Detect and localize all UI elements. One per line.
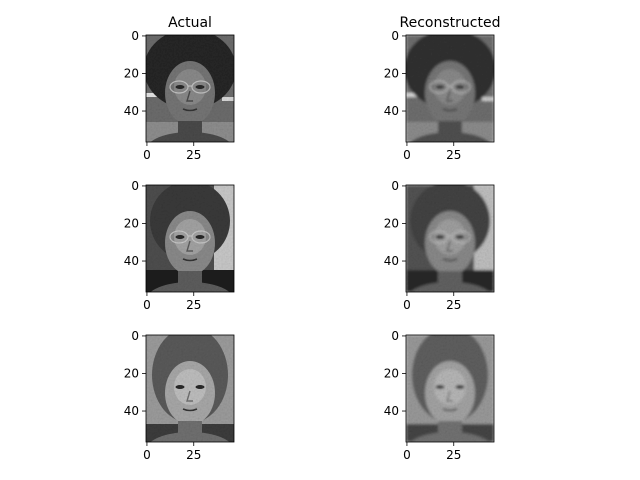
- face-image-face-1-actual: [146, 35, 234, 142]
- panel-face-1-actual: 0 25 0 20 40: [124, 29, 235, 162]
- x-tick-label-face-2-actual-0: 0: [143, 298, 151, 312]
- x-tick-label-face-1-reconstructed-1: 25: [446, 148, 461, 162]
- axes-frame-face-2-reconstructed: [405, 184, 495, 293]
- y-tick-label-face-1-reconstructed-0: 0: [391, 29, 399, 43]
- x-tick-label-face-3-actual-0: 0: [143, 448, 151, 462]
- column-title-actual: Actual: [168, 15, 212, 31]
- y-tick-label-face-3-actual-2: 40: [124, 404, 139, 418]
- y-tick-label-face-2-actual-2: 40: [124, 254, 139, 268]
- x-tick-label-face-3-actual-1: 25: [186, 448, 201, 462]
- y-tick-label-face-3-actual-0: 0: [131, 329, 139, 343]
- panel-face-3-actual: 0 25 0 20 40: [124, 329, 235, 462]
- x-tick-label-face-2-reconstructed-0: 0: [403, 298, 411, 312]
- y-tick-label-face-1-actual-2: 40: [124, 104, 139, 118]
- x-tick-label-face-1-reconstructed-0: 0: [403, 148, 411, 162]
- y-tick-label-face-2-actual-0: 0: [131, 179, 139, 193]
- panel-face-3-reconstructed: 0 25 0 20 40: [384, 329, 495, 462]
- face-image-face-2-actual: [146, 185, 234, 292]
- panel-face-1-reconstructed: 0 25 0 20 40: [384, 29, 495, 162]
- axes-frame-face-2-actual: [145, 184, 235, 293]
- y-tick-label-face-2-actual-1: 20: [124, 216, 139, 230]
- y-tick-label-face-3-actual-1: 20: [124, 366, 139, 380]
- y-tick-label-face-3-reconstructed-2: 40: [384, 404, 399, 418]
- x-tick-label-face-2-actual-1: 25: [186, 298, 201, 312]
- y-tick-label-face-1-reconstructed-1: 20: [384, 66, 399, 80]
- x-tick-label-face-1-actual-0: 0: [143, 148, 151, 162]
- axes-frame-face-1-actual: [145, 34, 235, 143]
- panel-face-2-actual: 0 25 0 20 40: [124, 179, 235, 312]
- column-title-reconstructed: Reconstructed: [400, 15, 501, 31]
- y-tick-label-face-3-reconstructed-0: 0: [391, 329, 399, 343]
- face-image-face-3-actual: [146, 335, 234, 442]
- x-tick-label-face-2-reconstructed-1: 25: [446, 298, 461, 312]
- y-tick-label-face-2-reconstructed-0: 0: [391, 179, 399, 193]
- y-tick-label-face-1-reconstructed-2: 40: [384, 104, 399, 118]
- x-tick-label-face-3-reconstructed-0: 0: [403, 448, 411, 462]
- y-tick-label-face-3-reconstructed-1: 20: [384, 366, 399, 380]
- face-image-face-2-reconstructed: [406, 185, 494, 292]
- y-tick-label-face-1-actual-0: 0: [131, 29, 139, 43]
- axes-frame-face-1-reconstructed: [405, 34, 495, 143]
- y-tick-label-face-2-reconstructed-2: 40: [384, 254, 399, 268]
- x-tick-label-face-1-actual-1: 25: [186, 148, 201, 162]
- axes-frame-face-3-actual: [145, 334, 235, 443]
- face-image-face-1-reconstructed: [406, 35, 494, 142]
- axes-frame-face-3-reconstructed: [405, 334, 495, 443]
- y-tick-label-face-2-reconstructed-1: 20: [384, 216, 399, 230]
- y-tick-label-face-1-actual-1: 20: [124, 66, 139, 80]
- x-tick-label-face-3-reconstructed-1: 25: [446, 448, 461, 462]
- face-image-face-3-reconstructed: [406, 335, 494, 442]
- panel-face-2-reconstructed: 0 25 0 20 40: [384, 179, 495, 312]
